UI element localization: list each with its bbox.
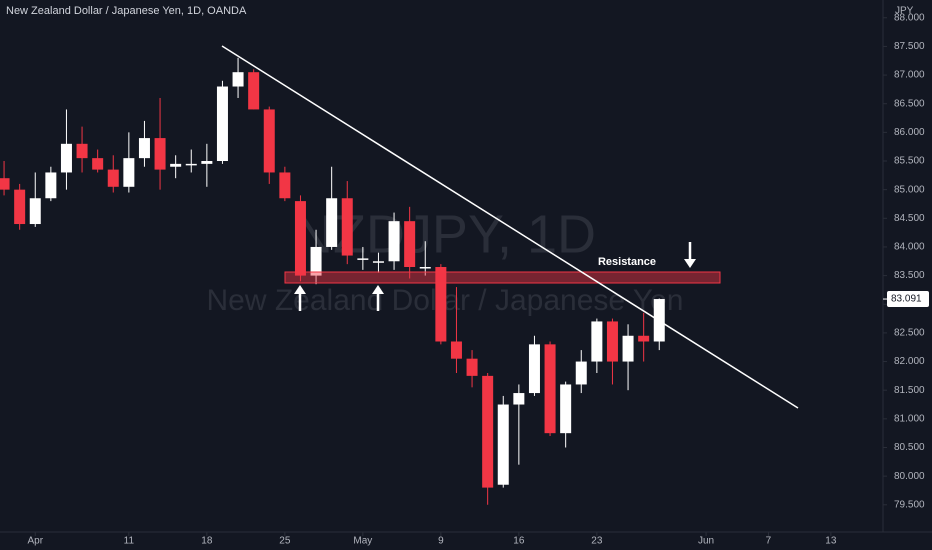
- candle-body: [185, 163, 197, 166]
- x-tick-label: 25: [279, 536, 291, 547]
- candle-body: [435, 267, 447, 342]
- candle-body: [513, 393, 525, 405]
- candle-body: [201, 161, 213, 164]
- candle-body: [404, 221, 416, 268]
- candle-body: [310, 246, 322, 276]
- candle-body: [279, 172, 291, 199]
- candle-body: [29, 198, 41, 225]
- candle-body: [107, 169, 119, 187]
- y-tick-label: 84.500: [894, 213, 925, 224]
- candle-body: [123, 158, 135, 187]
- candle-body: [341, 198, 353, 256]
- candle-body: [575, 361, 587, 385]
- candle-body: [138, 138, 150, 159]
- y-tick-label: 81.500: [894, 385, 925, 396]
- y-tick-label: 86.500: [894, 98, 925, 109]
- arrow-head: [372, 285, 384, 294]
- y-tick-label: 82.000: [894, 356, 925, 367]
- y-tick-label: 81.000: [894, 413, 925, 424]
- x-tick-label: Jun: [698, 536, 714, 547]
- currency-label: JPY: [895, 6, 914, 17]
- y-tick-label: 80.000: [894, 471, 925, 482]
- candle-body: [497, 404, 509, 485]
- x-tick-label: 16: [513, 536, 525, 547]
- candle-body: [76, 143, 88, 159]
- y-tick-label: 80.500: [894, 442, 925, 453]
- candle-body: [326, 198, 338, 247]
- x-tick-label: 23: [591, 536, 603, 547]
- x-tick-label: 18: [201, 536, 213, 547]
- last-price-box: [887, 291, 929, 308]
- y-tick-label: 79.500: [894, 499, 925, 510]
- candle-body: [232, 72, 244, 87]
- x-tick-label: Apr: [27, 536, 43, 547]
- candle-body: [372, 261, 384, 263]
- candle-body: [591, 321, 603, 362]
- candle-body: [482, 375, 494, 488]
- y-tick-label: 82.500: [894, 328, 925, 339]
- y-tick-label: 88.000: [894, 12, 925, 23]
- y-tick-label: 83.500: [894, 270, 925, 281]
- y-tick-label: 85.500: [894, 156, 925, 167]
- last-price-label: 83.091: [891, 294, 922, 305]
- candle-body: [450, 341, 462, 359]
- candle-body: [357, 258, 369, 260]
- candle-body: [216, 86, 228, 162]
- arrow-head: [294, 285, 306, 294]
- x-tick-label: 9: [438, 536, 444, 547]
- watermark: NZDJPY, 1D: [294, 204, 596, 264]
- candle-body: [560, 384, 572, 434]
- arrow-head: [684, 259, 696, 268]
- y-tick-label: 84.000: [894, 242, 925, 253]
- candle-body: [154, 138, 166, 170]
- candle-body: [14, 189, 26, 225]
- x-tick-label: 13: [825, 536, 837, 547]
- candle-body: [45, 172, 57, 199]
- candle-body: [638, 335, 650, 342]
- candle-body: [388, 221, 400, 262]
- candle-body: [466, 358, 478, 376]
- candle-body: [294, 201, 306, 276]
- candle-body: [528, 344, 540, 394]
- x-tick-label: 7: [766, 536, 772, 547]
- candle-body: [60, 143, 72, 173]
- candle-body: [419, 267, 431, 269]
- y-tick-label: 87.000: [894, 70, 925, 81]
- candle-body: [170, 163, 182, 167]
- x-tick-label: May: [353, 536, 372, 547]
- y-tick-label: 86.000: [894, 127, 925, 138]
- candle-body: [544, 344, 556, 434]
- candle-body: [263, 109, 275, 173]
- arrows: [294, 242, 696, 311]
- y-tick-label: 87.500: [894, 41, 925, 52]
- y-tick-label: 85.000: [894, 184, 925, 195]
- resistance-zone: [284, 271, 721, 284]
- x-tick-label: 11: [124, 536, 135, 547]
- candle-body: [622, 335, 634, 362]
- candle-body: [92, 158, 104, 170]
- trend-line: [221, 45, 799, 409]
- candle-body: [248, 72, 260, 110]
- annotation: Resistance: [598, 256, 656, 268]
- candle-body: [606, 321, 618, 362]
- candle-body: [0, 178, 10, 190]
- chart-title: New Zealand Dollar / Japanese Yen, 1D, O…: [6, 5, 247, 17]
